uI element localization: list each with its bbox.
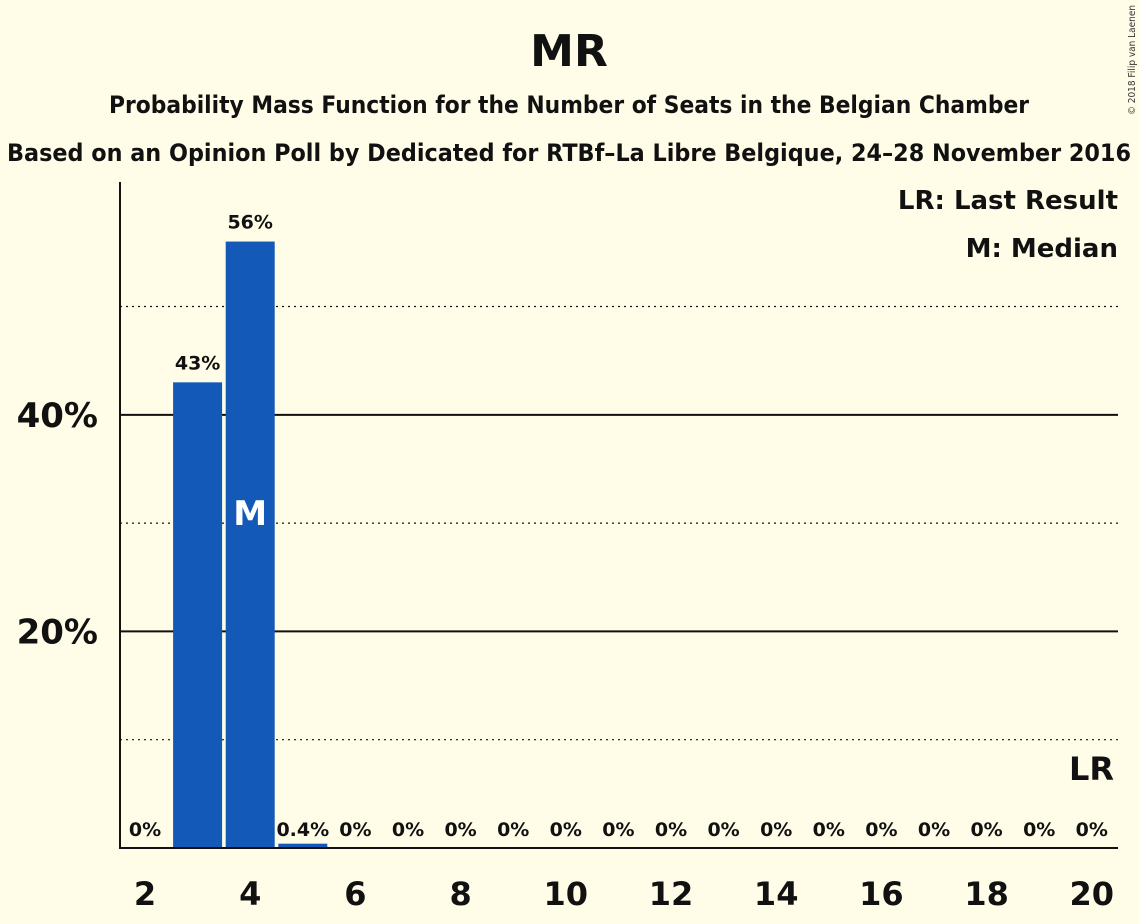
x-tick-label: 4 (239, 875, 261, 913)
bar-value-label: 0% (865, 819, 897, 841)
bar-value-label: 0% (1023, 819, 1055, 841)
bar-value-label: 0% (339, 819, 371, 841)
last-result-marker: LR (1069, 750, 1114, 788)
bar-value-label: 0% (497, 819, 529, 841)
bar-value-label: 0% (970, 819, 1002, 841)
x-tick-label: 14 (754, 875, 799, 913)
y-tick-label: 20% (17, 612, 98, 652)
bar-value-label: 0% (392, 819, 424, 841)
chart-subtitle-poll: Based on an Opinion Poll by Dedicated fo… (7, 139, 1131, 167)
x-tick-label: 10 (544, 875, 589, 913)
legend-median: M: Median (966, 234, 1118, 264)
axes (119, 182, 1118, 849)
median-marker: M (233, 494, 267, 534)
x-tick-label: 2 (134, 875, 156, 913)
y-tick-label: 40% (17, 396, 98, 436)
bar-value-label: 0% (1076, 819, 1108, 841)
bar-value-label: 0% (813, 819, 845, 841)
x-tick-label: 12 (649, 875, 694, 913)
x-tick-label: 20 (1070, 875, 1115, 913)
bar-value-label: 0.4% (276, 819, 329, 841)
bar-value-label: 56% (227, 212, 272, 234)
x-tick-label: 18 (964, 875, 1009, 913)
bar-3 (173, 382, 223, 848)
labels: 20%40%0%43%56%0.4% 0% 0% 0% 0% 0% 0% 0% 0% 0% 0% 0%… (17, 212, 1114, 913)
bar-value-label: 0% (550, 819, 582, 841)
bar-value-label: 0% (760, 819, 792, 841)
bar-value-label: 0% (129, 819, 161, 841)
chart-title: MR (530, 26, 608, 77)
gridlines (120, 305, 1118, 741)
bar-5 (278, 843, 328, 848)
x-tick-label: 16 (859, 875, 904, 913)
bar-value-label: 0% (707, 819, 739, 841)
chart-subtitle: Probability Mass Function for the Number… (109, 91, 1029, 119)
bars (173, 241, 328, 848)
bar-value-label: 0% (444, 819, 476, 841)
x-tick-label: 6 (344, 875, 366, 913)
bar-value-label: 0% (655, 819, 687, 841)
copyright-note: © 2018 Filip van Laenen (1127, 5, 1138, 115)
bar-value-label: 43% (175, 352, 220, 374)
bar-value-label: 0% (918, 819, 950, 841)
bar-4 (225, 241, 275, 848)
x-tick-label: 8 (449, 875, 471, 913)
bar-value-label: 0% (602, 819, 634, 841)
legend-last-result: LR: Last Result (898, 186, 1118, 216)
